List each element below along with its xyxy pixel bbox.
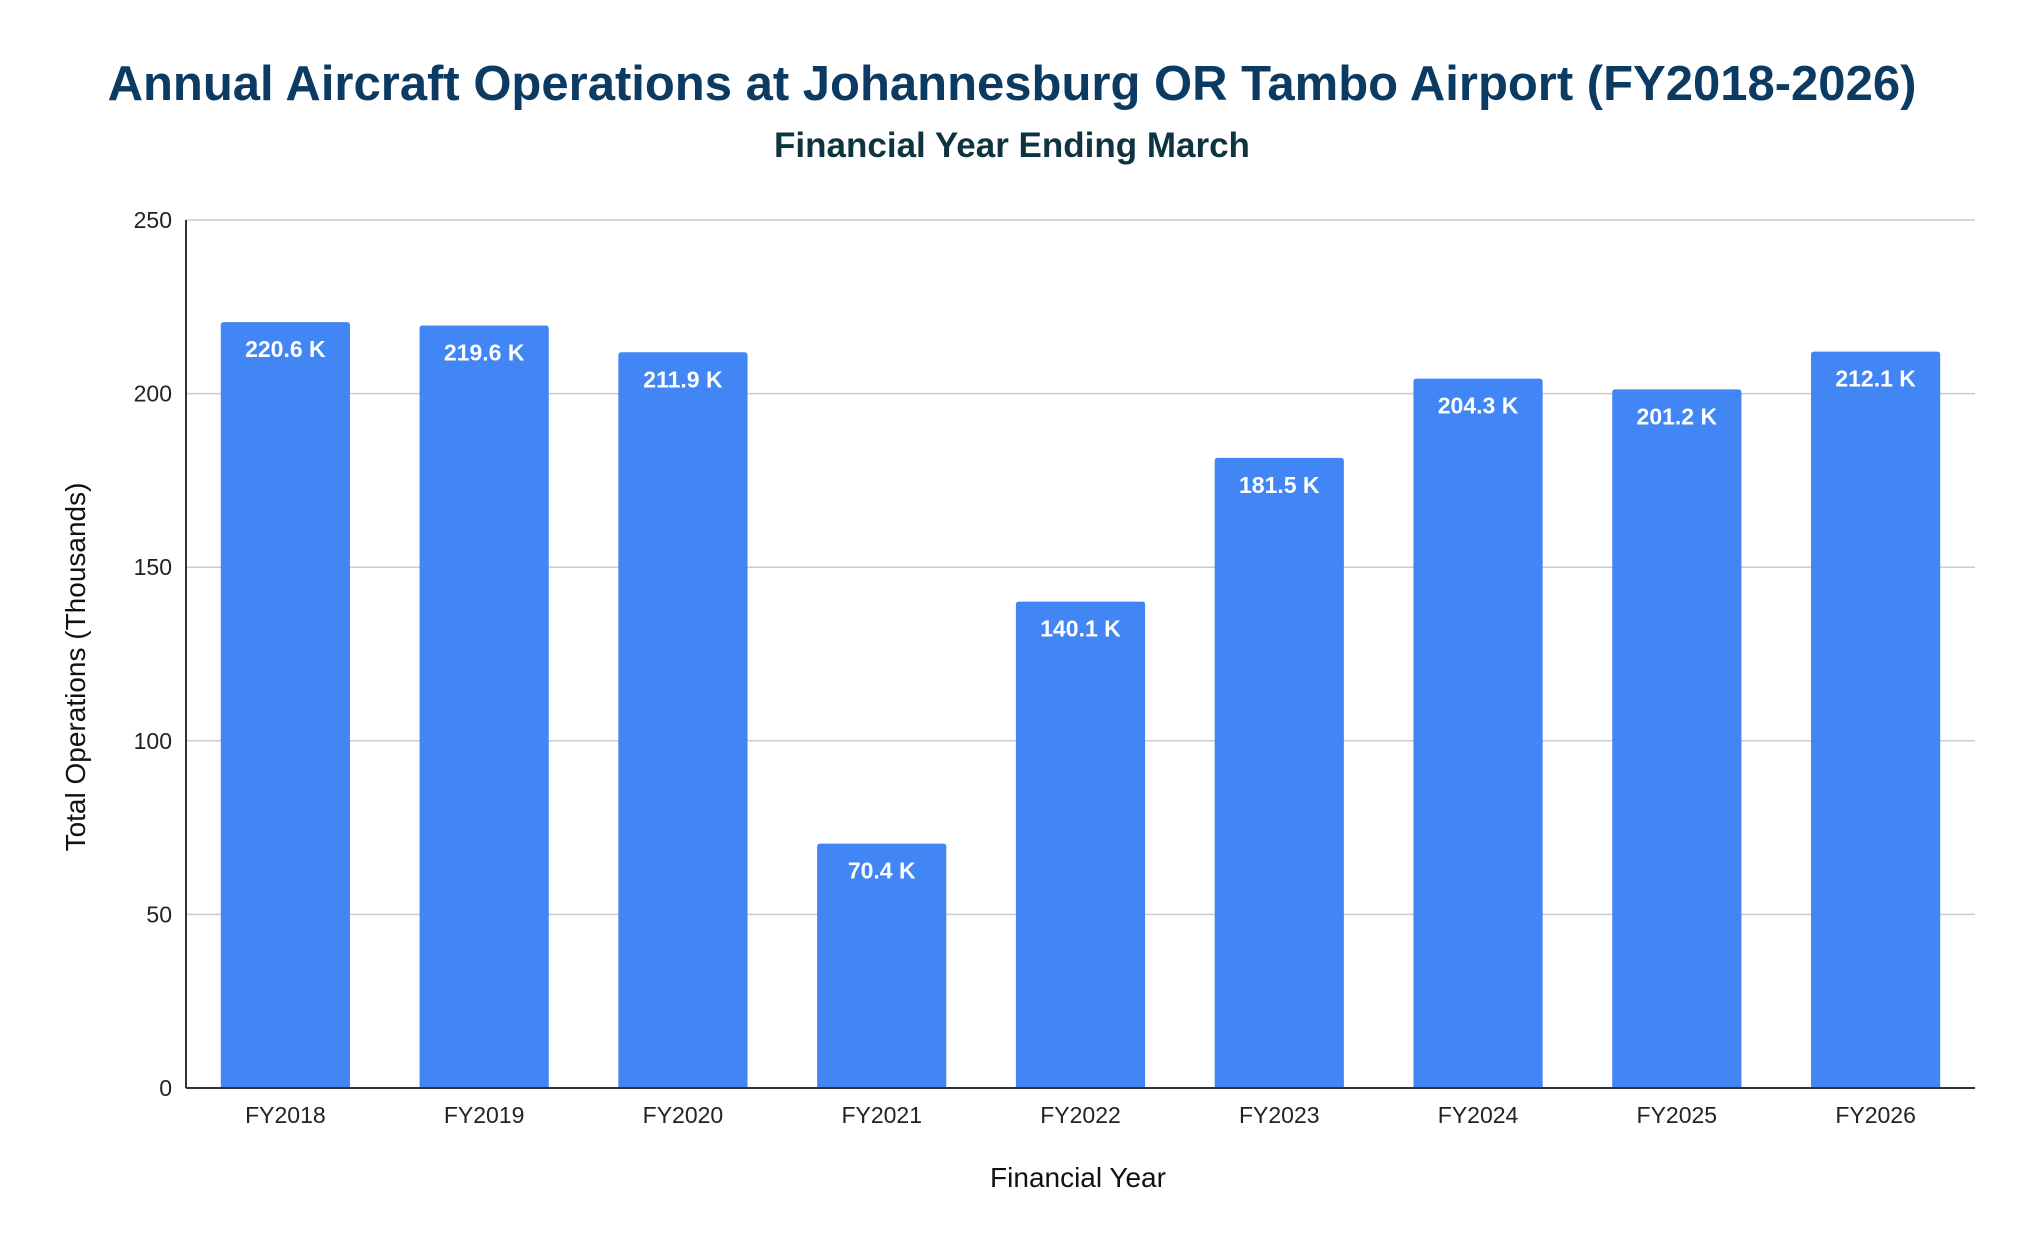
x-tick-label: FY2021: [841, 1102, 922, 1128]
x-tick-label: FY2026: [1835, 1102, 1916, 1128]
bar-fy2023: [1214, 457, 1344, 1088]
chart-title: Annual Aircraft Operations at Johannesbu…: [108, 57, 1917, 111]
bar-fy2021: [817, 843, 947, 1088]
bar-fy2022: [1015, 601, 1146, 1088]
y-axis-title: Total Operations (Thousands): [60, 483, 91, 852]
x-axis-title: Financial Year: [990, 1162, 1166, 1193]
bar-fy2018: [220, 322, 350, 1089]
x-tick-label: FY2018: [245, 1102, 326, 1128]
bar-fy2020: [618, 352, 748, 1088]
bars: 220.6 K 219.6 K 211.9 K 70.4 K 140.1 K 181.5 …: [220, 322, 1941, 1089]
data-label: 201.2 K: [1637, 403, 1718, 429]
x-tick-label: FY2025: [1637, 1102, 1718, 1128]
y-tick-label: 250: [134, 207, 172, 233]
tick-labels: 0 50 100 150 200 250 FY2018 FY2019 FY2020 FY2021 F…: [134, 207, 1916, 1128]
x-tick-label: FY2022: [1040, 1102, 1121, 1128]
data-label: 181.5 K: [1239, 472, 1320, 498]
data-label: 220.6 K: [245, 336, 326, 362]
bar-fy2019: [419, 325, 549, 1088]
x-tick-label: FY2024: [1438, 1102, 1519, 1128]
bar-fy2026: [1811, 351, 1941, 1088]
data-label: 219.6 K: [444, 340, 525, 366]
y-tick-label: 50: [146, 901, 172, 927]
data-label: 140.1 K: [1040, 616, 1121, 642]
y-tick-label: 150: [134, 554, 172, 580]
data-label: 211.9 K: [643, 366, 723, 392]
x-tick-label: FY2020: [643, 1102, 724, 1128]
data-label: 212.1 K: [1835, 366, 1916, 392]
y-tick-label: 200: [134, 381, 172, 407]
chart-subtitle: Financial Year Ending March: [774, 126, 1250, 165]
bar-fy2025: [1612, 389, 1742, 1088]
data-label: 70.4 K: [848, 858, 916, 884]
y-tick-label: 0: [159, 1075, 172, 1101]
axes: [185, 220, 1975, 1089]
y-tick-label: 100: [134, 728, 172, 754]
x-tick-label: FY2023: [1239, 1102, 1320, 1128]
x-tick-label: FY2019: [444, 1102, 525, 1128]
data-label: 204.3 K: [1438, 393, 1519, 419]
bar-fy2024: [1413, 378, 1543, 1088]
